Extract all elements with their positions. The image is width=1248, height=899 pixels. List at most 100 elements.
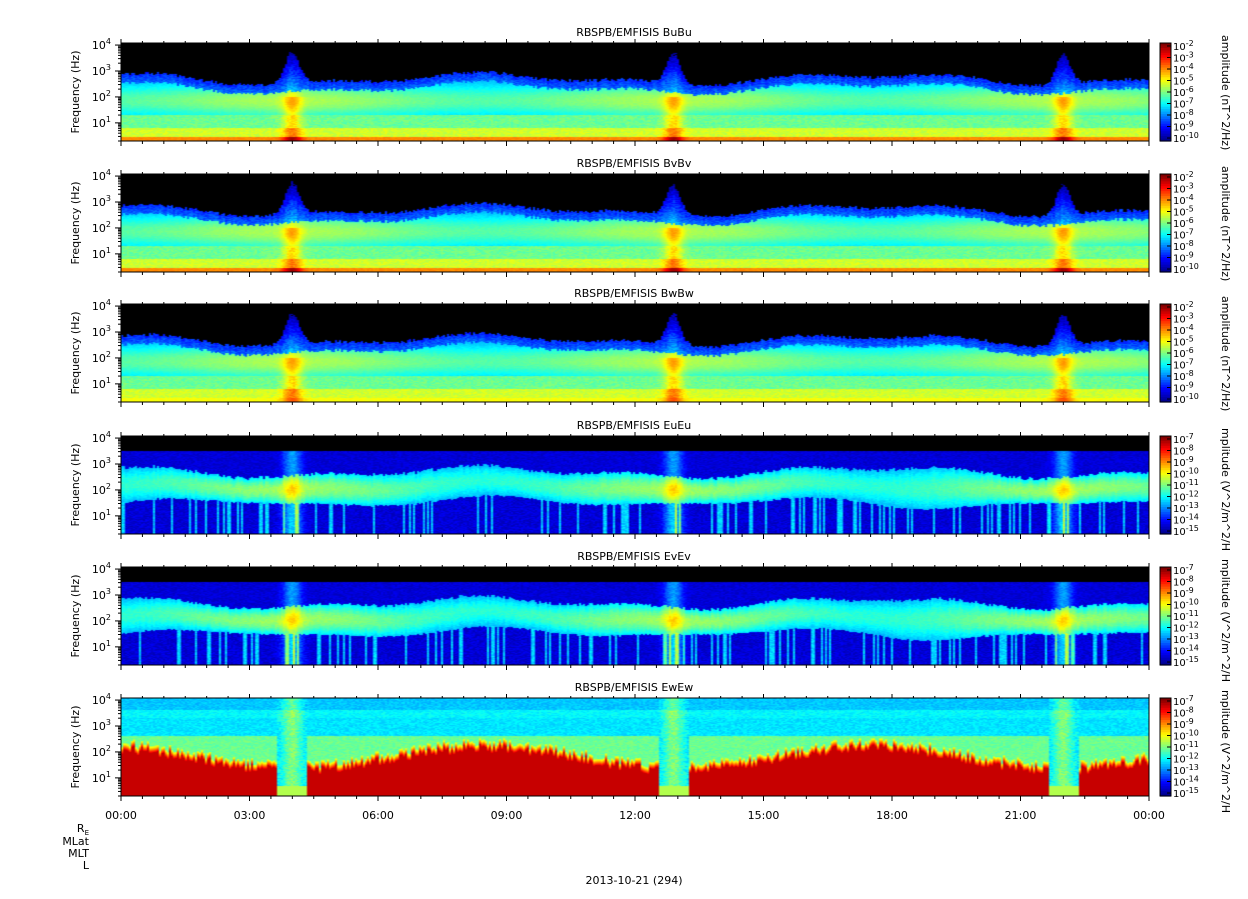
- colorbar-swatch: [1160, 232, 1171, 236]
- colorbar-swatch: [1160, 77, 1171, 81]
- colorbar-swatch: [1160, 574, 1171, 578]
- panel-title: RBSPB/EMFISIS EwEw: [575, 681, 693, 694]
- colorbar-swatch: [1160, 245, 1171, 249]
- colorbar-swatch: [1160, 734, 1171, 738]
- colorbar-swatch: [1160, 181, 1171, 185]
- colorbar-swatch: [1160, 99, 1171, 103]
- colorbar-swatch: [1160, 313, 1171, 317]
- spectrogram-image: [121, 43, 1149, 141]
- colorbar-tick-label: 10-4: [1173, 193, 1194, 207]
- colorbar: 10-210-310-410-510-610-710-810-910-10 amp…: [1159, 166, 1232, 281]
- colorbar-swatch: [1160, 116, 1171, 120]
- panel-title: RBSPB/EMFISIS BwBw: [574, 287, 694, 300]
- colorbar-swatch: [1160, 504, 1171, 508]
- colorbar-swatch: [1160, 698, 1171, 702]
- y-tick-label: 102: [92, 220, 111, 235]
- colorbar-swatch: [1160, 579, 1171, 583]
- colorbar-swatch: [1160, 657, 1171, 661]
- colorbar-swatch: [1160, 761, 1171, 765]
- colorbar-swatch: [1160, 230, 1171, 234]
- ephemeris-l-label: L: [83, 859, 90, 872]
- colorbar-swatch: [1160, 502, 1171, 506]
- y-tick-label: 101: [92, 770, 111, 785]
- colorbar-tick-label: 10-2: [1173, 300, 1194, 314]
- colorbar-tick-label: 10-8: [1173, 108, 1194, 122]
- colorbar-swatch: [1160, 382, 1171, 386]
- colorbar-swatch: [1160, 69, 1171, 73]
- colorbar-swatch: [1160, 131, 1171, 135]
- colorbar-tick-label: 10-15: [1173, 655, 1199, 669]
- colorbar-swatch: [1160, 118, 1171, 122]
- colorbar-swatch: [1160, 74, 1171, 78]
- colorbar-swatch: [1160, 264, 1171, 268]
- colorbar-swatch: [1160, 623, 1171, 627]
- colorbar-swatch: [1160, 389, 1171, 393]
- colorbar-swatch: [1160, 223, 1171, 227]
- colorbar-swatch: [1160, 355, 1171, 359]
- colorbar-tick-label: 10-11: [1173, 609, 1199, 623]
- spectrogram-panel: RBSPB/EMFISIS BwBw 101 102 103 104 Frequency …: [69, 287, 1232, 411]
- y-tick-label: 103: [92, 587, 111, 602]
- colorbar-swatch: [1160, 445, 1171, 449]
- colorbar-swatch: [1160, 487, 1171, 491]
- colorbar-swatch: [1160, 67, 1171, 71]
- colorbar-swatch: [1160, 569, 1171, 573]
- colorbar-swatch: [1160, 267, 1171, 271]
- colorbar-swatch: [1160, 511, 1171, 515]
- colorbar-swatch: [1160, 101, 1171, 105]
- colorbar-swatch: [1160, 586, 1171, 590]
- colorbar-tick-label: 10-7: [1173, 358, 1194, 372]
- colorbar: 10-210-310-410-510-610-710-810-910-10 amp…: [1159, 296, 1232, 411]
- colorbar-swatch: [1160, 759, 1171, 763]
- colorbar-swatch: [1160, 350, 1171, 354]
- colorbar-swatch: [1160, 65, 1171, 69]
- colorbar-tick-label: 10-13: [1173, 632, 1199, 646]
- colorbar-swatch: [1160, 55, 1171, 59]
- colorbar-swatch: [1160, 581, 1171, 585]
- y-tick-label: 103: [92, 456, 111, 471]
- colorbar-swatch: [1160, 254, 1171, 258]
- colorbar-swatch: [1160, 387, 1171, 391]
- colorbar-swatch: [1160, 635, 1171, 639]
- colorbar-tick-label: 10-3: [1173, 182, 1194, 196]
- colorbar-swatch: [1160, 647, 1171, 651]
- colorbar-swatch: [1160, 773, 1171, 777]
- colorbar-tick-label: 10-9: [1173, 717, 1194, 731]
- colorbar-swatch: [1160, 769, 1171, 773]
- colorbar-swatch: [1160, 262, 1171, 266]
- colorbar-swatch: [1160, 465, 1171, 469]
- colorbar-swatch: [1160, 57, 1171, 61]
- colorbar-tick-label: 10-10: [1173, 392, 1199, 406]
- spectrogram-panel: RBSPB/EMFISIS BvBv 101 102 103 104 Frequency …: [69, 157, 1232, 281]
- colorbar: 10-210-310-410-510-610-710-810-910-10 amp…: [1159, 35, 1232, 150]
- colorbar-swatch: [1160, 370, 1171, 374]
- y-tick-label: 104: [92, 692, 111, 707]
- y-tick-label: 103: [92, 718, 111, 733]
- colorbar-swatch: [1160, 438, 1171, 442]
- spectrogram-image: [121, 174, 1149, 272]
- colorbar-swatch: [1160, 724, 1171, 728]
- colorbar-swatch: [1160, 47, 1171, 51]
- colorbar-swatch: [1160, 257, 1171, 261]
- colorbar-swatch: [1160, 485, 1171, 489]
- colorbar-swatch: [1160, 183, 1171, 187]
- colorbar-tick-label: 10-14: [1173, 775, 1199, 789]
- colorbar-tick-label: 10-3: [1173, 51, 1194, 65]
- x-tick-label: 09:00: [491, 809, 523, 822]
- colorbar-swatch: [1160, 467, 1171, 471]
- colorbar-swatch: [1160, 203, 1171, 207]
- colorbar-swatch: [1160, 104, 1171, 108]
- colorbar-swatch: [1160, 328, 1171, 332]
- colorbar-swatch: [1160, 92, 1171, 96]
- x-tick-label: 06:00: [362, 809, 394, 822]
- spectrogram-panel: RBSPB/EMFISIS EwEw 101 102 103 104 Frequency …: [69, 681, 1232, 813]
- colorbar-swatch: [1160, 475, 1171, 479]
- colorbar-swatch: [1160, 198, 1171, 202]
- colorbar-swatch: [1160, 89, 1171, 93]
- colorbar-swatch: [1160, 662, 1171, 666]
- colorbar-swatch: [1160, 766, 1171, 770]
- colorbar-swatch: [1160, 399, 1171, 403]
- colorbar-swatch: [1160, 176, 1171, 180]
- colorbar-swatch: [1160, 249, 1171, 253]
- colorbar-swatch: [1160, 707, 1171, 711]
